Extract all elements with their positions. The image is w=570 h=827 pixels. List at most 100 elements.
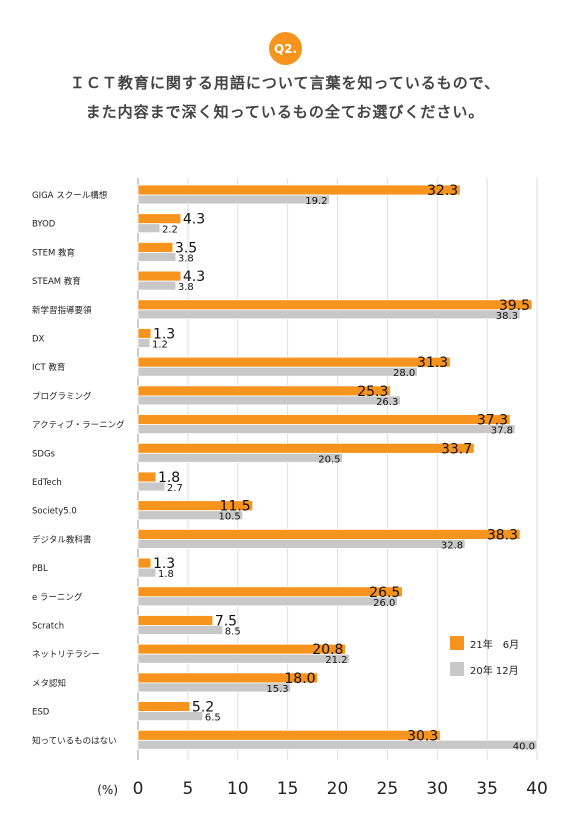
bar-2020-dec [137, 395, 401, 406]
data-label-2020-dec: 3.8 [178, 282, 194, 293]
bar-2020-dec [137, 739, 538, 750]
legend-swatch-2021-jun [450, 636, 464, 650]
data-label-2021-jun: 39.5 [499, 298, 530, 314]
data-label-2020-dec: 8.5 [225, 627, 241, 638]
bar-2020-dec [137, 223, 161, 234]
category-label: STEAM 教育 [32, 276, 81, 287]
data-label-2020-dec: 28.0 [393, 368, 415, 379]
data-label-2020-dec: 21.2 [325, 655, 347, 666]
data-label-2021-jun: 7.5 [215, 614, 237, 630]
bar-2020-dec [137, 280, 177, 291]
bar-2020-dec [137, 338, 151, 348]
bar-2021-jun [137, 299, 533, 311]
data-label-2021-jun: 5.2 [192, 700, 214, 716]
category-label: ESD [32, 708, 50, 718]
bar-2021-jun [137, 356, 451, 368]
category-label: BYOD [32, 220, 56, 230]
category-label: ネットリテラシー [32, 650, 100, 660]
data-label-2021-jun: 25.3 [357, 384, 388, 400]
data-label-2021-jun: 38.3 [487, 527, 518, 543]
bar-2021-jun [137, 328, 152, 339]
bar-2021-jun [137, 414, 511, 426]
legend-label-2021-jun: 21年 6月 [470, 638, 519, 651]
data-label-2021-jun: 26.5 [369, 585, 400, 601]
bar-2020-dec [137, 366, 418, 377]
x-unit-label: (%) [97, 783, 118, 797]
data-label-2020-dec: 32.8 [441, 540, 463, 551]
bar-2020-dec [137, 653, 350, 664]
data-label-2021-jun: 1.3 [153, 556, 175, 572]
category-label: EdTech [32, 478, 62, 488]
bar-2021-jun [137, 184, 461, 196]
bar-2020-dec [137, 625, 224, 635]
data-label-2020-dec: 2.7 [167, 483, 183, 494]
legend-swatch-2020-dec [450, 662, 464, 676]
category-label: SDGs [32, 449, 56, 459]
category-label: 新学習指導要領 [32, 305, 92, 316]
bar-2020-dec [137, 596, 398, 607]
bar-2020-dec [137, 510, 244, 521]
data-label-2021-jun: 31.3 [417, 355, 448, 371]
bar-2021-jun [137, 471, 157, 483]
data-label-2020-dec: 38.3 [496, 311, 518, 322]
data-label-2020-dec: 20.5 [318, 454, 340, 465]
bar-2020-dec [137, 711, 204, 721]
bar-2021-jun [137, 270, 182, 282]
data-label-2020-dec: 1.2 [152, 340, 168, 351]
legend-label-2020-dec: 20年 12月 [470, 664, 519, 677]
question-title-line-2: また内容まで深く知っているもの全てお選びください。 [85, 103, 485, 121]
category-label: e ラーニング [32, 592, 83, 603]
data-label-2021-jun: 1.3 [153, 327, 175, 343]
x-tick-label: 10 [227, 779, 249, 799]
category-label: Scratch [32, 622, 64, 632]
x-tick-label: 35 [476, 779, 498, 799]
bar-2020-dec [137, 194, 330, 205]
question-badge: Q2. [269, 32, 302, 65]
category-label: STEM 教育 [32, 247, 75, 258]
x-tick-label: 25 [377, 779, 399, 799]
bar-2021-jun [137, 385, 391, 397]
bar-2021-jun [137, 213, 182, 225]
data-label-2021-jun: 18.0 [284, 671, 315, 687]
bar-2021-jun [137, 557, 152, 569]
question-title-line-1: ＩＣＴ教育に関する用語について言葉を知っているもので、 [69, 74, 501, 92]
data-label-2021-jun: 11.5 [220, 499, 251, 515]
category-label: ICT 教育 [32, 362, 65, 373]
category-label: アクティブ・ラーニング [32, 420, 125, 431]
data-label-2020-dec: 26.3 [376, 397, 398, 408]
data-label-2021-jun: 20.8 [312, 642, 343, 658]
data-label-2021-jun: 4.3 [183, 269, 205, 285]
data-label-2021-jun: 37.3 [477, 413, 508, 429]
data-label-2021-jun: 30.3 [407, 728, 438, 744]
bar-2020-dec [137, 539, 466, 549]
bar-2021-jun [137, 241, 174, 253]
bar-2021-jun [137, 729, 441, 741]
data-label-2021-jun: 1.8 [158, 470, 180, 486]
x-tick-label: 5 [182, 779, 193, 799]
bar-2021-jun [137, 615, 214, 626]
x-tick-label: 30 [426, 779, 448, 799]
data-label-2020-dec: 6.5 [205, 713, 221, 724]
data-label-2020-dec: 40.0 [513, 741, 535, 752]
bar-2020-dec [137, 452, 343, 463]
category-label: GIGA スクール構想 [32, 190, 108, 201]
category-label: プログラミング [32, 391, 92, 402]
data-label-2020-dec: 26.0 [373, 598, 395, 609]
x-tick-label: 15 [277, 779, 299, 799]
data-label-2021-jun: 32.3 [427, 183, 458, 199]
data-label-2020-dec: 37.8 [491, 426, 513, 437]
bar-2020-dec [137, 682, 292, 693]
bar-2020-dec [137, 309, 521, 320]
category-label: デジタル教科書 [32, 534, 92, 545]
category-label: 知っているものはない [32, 735, 117, 746]
bar-2021-jun [137, 529, 521, 540]
bar-2020-dec [137, 481, 166, 492]
bar-2021-jun [137, 442, 475, 454]
bar-2021-jun [137, 586, 403, 598]
data-label-2020-dec: 2.2 [162, 225, 178, 236]
bar-2020-dec [137, 251, 177, 262]
data-label-2020-dec: 19.2 [305, 196, 327, 207]
x-tick-label: 0 [133, 779, 144, 799]
data-label-2021-jun: 33.7 [441, 441, 472, 457]
